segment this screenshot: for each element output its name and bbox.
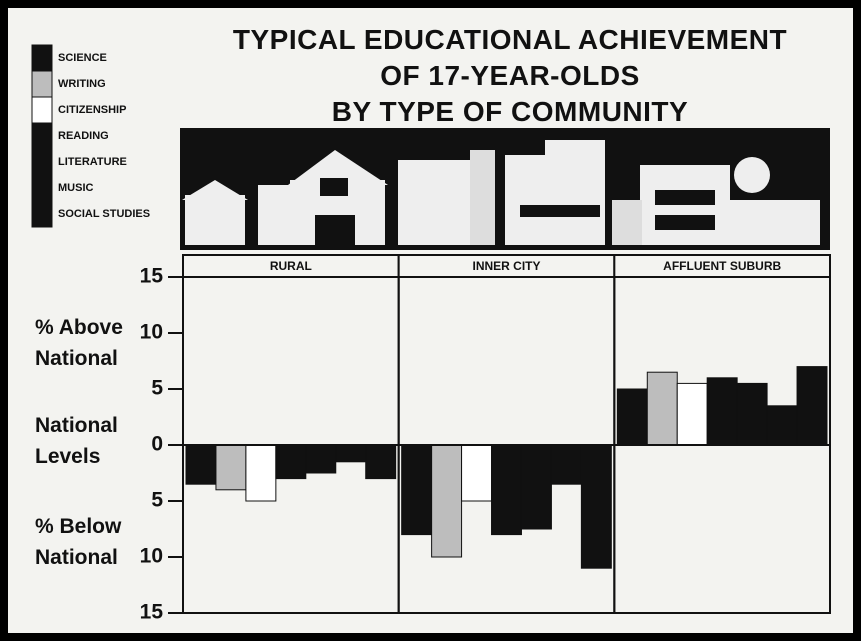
bar xyxy=(336,445,366,462)
illustration xyxy=(180,128,830,250)
bar xyxy=(647,372,677,445)
legend-label: CITIZENSHIP xyxy=(58,104,126,116)
bar xyxy=(402,445,432,535)
legend-swatch xyxy=(32,123,52,149)
bar xyxy=(767,406,797,445)
bar xyxy=(462,445,492,501)
legend-swatch xyxy=(32,45,52,71)
legend-swatch xyxy=(32,71,52,97)
y-tick-label: 10 xyxy=(140,321,163,344)
legend-label: WRITING xyxy=(58,78,106,90)
bar xyxy=(432,445,462,557)
y-tick-label: 0 xyxy=(151,433,163,456)
chart-title: TYPICAL EDUCATIONAL ACHIEVEMENT xyxy=(180,24,840,56)
bar xyxy=(551,445,581,484)
bar xyxy=(216,445,246,490)
y-tick-label: 5 xyxy=(151,489,163,512)
legend-label: LITERATURE xyxy=(58,156,127,168)
bar xyxy=(521,445,551,529)
y-tick-label: 5 xyxy=(151,377,163,400)
axis-label: National Levels xyxy=(35,410,140,472)
axis-label: % Below National xyxy=(35,511,140,573)
y-tick-label: 10 xyxy=(140,545,163,568)
legend-label: MUSIC xyxy=(58,182,94,194)
chart-title: BY TYPE OF COMMUNITY xyxy=(180,96,840,128)
bar xyxy=(366,445,396,479)
bar xyxy=(276,445,306,479)
bar xyxy=(737,383,767,445)
bar xyxy=(186,445,216,484)
y-tick-label: 15 xyxy=(140,265,164,288)
panel-label: RURAL xyxy=(270,259,312,273)
bar xyxy=(707,378,737,445)
y-tick-label: 15 xyxy=(140,601,164,624)
legend-label: SOCIAL STUDIES xyxy=(58,208,150,220)
legend-label: SCIENCE xyxy=(58,52,107,64)
legend-swatch xyxy=(32,201,52,227)
chart-title: OF 17-YEAR-OLDS xyxy=(180,60,840,92)
legend-swatch xyxy=(32,97,52,123)
bar xyxy=(797,367,827,445)
bar xyxy=(492,445,522,535)
legend-swatch xyxy=(32,149,52,175)
panel-label: AFFLUENT SUBURB xyxy=(663,259,781,273)
bar xyxy=(677,383,707,445)
bar xyxy=(246,445,276,501)
bar xyxy=(306,445,336,473)
bar xyxy=(581,445,611,568)
legend-swatch xyxy=(32,175,52,201)
legend-label: READING xyxy=(58,130,109,142)
axis-label: % Above National xyxy=(35,312,140,374)
bar xyxy=(617,389,647,445)
panel-label: INNER CITY xyxy=(472,259,540,273)
